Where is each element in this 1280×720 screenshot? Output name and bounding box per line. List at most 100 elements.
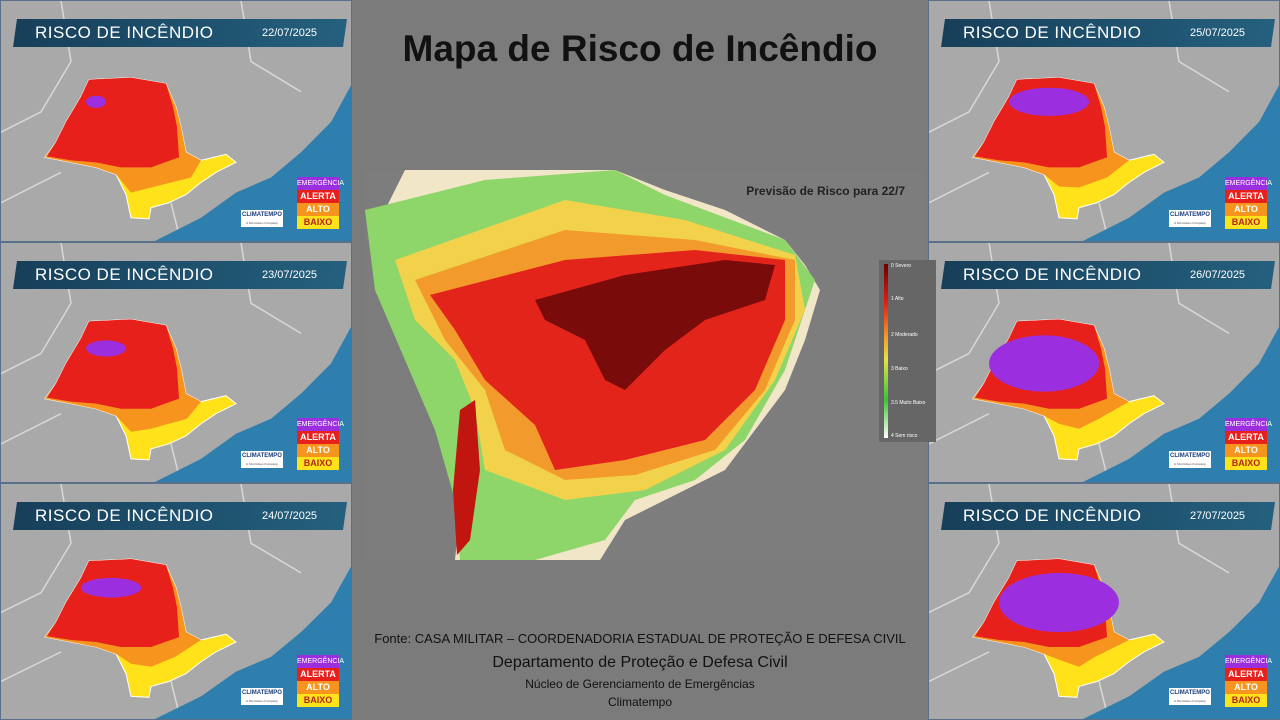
legend-baixo: BAIXO	[297, 694, 339, 707]
state-emergencia	[999, 572, 1119, 633]
risk-scale-bar	[884, 264, 888, 438]
panel-title: RISCO DE INCÊNDIO	[963, 23, 1142, 42]
scale-label: 3 Baixo	[891, 366, 908, 372]
department-text: Departamento de Proteção e Defesa Civil	[492, 654, 788, 671]
legend-alerta: ALERTA	[1225, 190, 1267, 203]
panel-title: RISCO DE INCÊNDIO	[35, 506, 214, 525]
risk-legend: EMERGÊNCIA ALERTA ALTO BAIXO	[297, 655, 344, 707]
panel-title-banner: RISCO DE INCÊNDIO 23/07/2025	[13, 261, 347, 289]
nucleo-text: Núcleo de Gerenciamento de Emergências	[525, 677, 755, 691]
state-emergencia	[86, 95, 106, 108]
andes-red-strip	[453, 400, 480, 555]
legend-alerta: ALERTA	[1225, 431, 1267, 444]
risk-scale-legend: 0 Severo 1 Alto 2 Moderado 3 Baixo 3.5 M…	[879, 260, 936, 442]
legend-alto: ALTO	[1225, 203, 1267, 216]
sao-paulo-map	[929, 484, 1279, 719]
risk-legend: EMERGÊNCIA ALERTA ALTO BAIXO	[1225, 177, 1272, 229]
panel-date: 25/07/2025	[1189, 27, 1245, 39]
legend-baixo: BAIXO	[1225, 457, 1267, 470]
fire-risk-panel-4: RISCO DE INCÊNDIO 25/07/2025 CLIMATEMPO A…	[928, 0, 1280, 242]
climatempo-text: Climatempo	[607, 695, 673, 709]
sao-paulo-map	[929, 1, 1279, 241]
panel-title-banner: RISCO DE INCÊNDIO 27/07/2025	[941, 502, 1275, 530]
scale-label: 2 Moderado	[891, 332, 918, 338]
severe-zone	[535, 260, 775, 390]
south-america-map-graphic	[365, 170, 820, 560]
legend-emergencia: EMERGÊNCIA	[297, 655, 344, 668]
logo-subtext: A StormGeo Company	[1174, 221, 1206, 225]
legend-emergencia: EMERGÊNCIA	[1225, 418, 1272, 431]
forecast-label: Previsão de Risco para 22/7	[746, 184, 905, 198]
risk-legend: EMERGÊNCIA ALERTA ALTO BAIXO	[1225, 655, 1272, 707]
panel-title-banner: RISCO DE INCÊNDIO 22/07/2025	[13, 19, 347, 47]
right-column: RISCO DE INCÊNDIO 25/07/2025 CLIMATEMPO A…	[928, 0, 1280, 720]
risk-legend: EMERGÊNCIA ALERTA ALTO BAIXO	[1225, 418, 1272, 470]
state-emergencia	[1009, 87, 1089, 116]
state-alerta	[47, 319, 179, 409]
scale-label: 4 Sem risco	[891, 433, 918, 439]
risk-legend: EMERGÊNCIA ALERTA ALTO BAIXO	[297, 418, 344, 470]
fire-risk-panel-1: RISCO DE INCÊNDIO 22/07/2025 CLIMATEMPO A…	[0, 0, 352, 242]
fire-risk-panel-2: RISCO DE INCÊNDIO 23/07/2025 CLIMATEMPO A…	[0, 242, 352, 483]
panel-date: 22/07/2025	[261, 27, 317, 39]
legend-alto: ALTO	[1225, 681, 1267, 694]
fire-risk-panel-5: RISCO DE INCÊNDIO 26/07/2025 CLIMATEMPO A…	[928, 242, 1280, 483]
fire-risk-panel-6: RISCO DE INCÊNDIO 27/07/2025 CLIMATEMPO A…	[928, 483, 1280, 720]
panel-title-banner: RISCO DE INCÊNDIO 25/07/2025	[941, 19, 1275, 47]
logo-subtext: A StormGeo Company	[246, 221, 278, 225]
legend-baixo: BAIXO	[1225, 216, 1267, 229]
logo-text: CLIMATEMPO	[1170, 453, 1210, 459]
panel-date: 26/07/2025	[1189, 269, 1245, 281]
climatempo-logo: CLIMATEMPO A StormGeo Company	[1169, 688, 1211, 705]
panel-date: 23/07/2025	[261, 269, 317, 281]
climatempo-logo: CLIMATEMPO A StormGeo Company	[1169, 451, 1211, 468]
legend-baixo: BAIXO	[297, 457, 339, 470]
panel-date: 24/07/2025	[261, 510, 317, 522]
legend-alto: ALTO	[1225, 444, 1267, 457]
logo-subtext: A StormGeo Company	[246, 699, 278, 703]
south-america-risk-map: Previsão de Risco para 22/7 0 Severo 1 A…	[365, 170, 936, 560]
climatempo-logo: CLIMATEMPO A StormGeo Company	[241, 688, 283, 705]
logo-text: CLIMATEMPO	[242, 212, 282, 218]
panel-title-banner: RISCO DE INCÊNDIO 26/07/2025	[941, 261, 1275, 289]
panel-title: RISCO DE INCÊNDIO	[35, 23, 214, 42]
logo-text: CLIMATEMPO	[242, 690, 282, 696]
sao-paulo-map	[1, 484, 351, 719]
legend-alerta: ALERTA	[1225, 668, 1267, 681]
state-alerta	[47, 559, 179, 647]
logo-text: CLIMATEMPO	[1170, 690, 1210, 696]
legend-alto: ALTO	[297, 203, 339, 216]
panel-title: RISCO DE INCÊNDIO	[963, 265, 1142, 284]
page-title: Mapa de Risco de Incêndio	[402, 28, 878, 69]
center-section: Mapa de Risco de Incêndio Previsão de Ri…	[352, 0, 936, 720]
legend-alerta: ALERTA	[297, 190, 339, 203]
logo-subtext: A StormGeo Company	[1174, 462, 1206, 466]
logo-subtext: A StormGeo Company	[1174, 699, 1206, 703]
legend-emergencia: EMERGÊNCIA	[1225, 177, 1272, 190]
source-text: Fonte: CASA MILITAR – COORDENADORIA ESTA…	[374, 631, 906, 646]
scale-label: 3.5 Muito Baixo	[891, 400, 926, 406]
panel-title: RISCO DE INCÊNDIO	[963, 506, 1142, 525]
climatempo-logo: CLIMATEMPO A StormGeo Company	[241, 210, 283, 227]
logo-text: CLIMATEMPO	[242, 453, 282, 459]
fire-risk-panel-3: RISCO DE INCÊNDIO 24/07/2025 CLIMATEMPO A…	[0, 483, 352, 720]
climatempo-logo: CLIMATEMPO A StormGeo Company	[241, 451, 283, 468]
legend-emergencia: EMERGÊNCIA	[297, 177, 344, 190]
state-emergencia	[86, 340, 126, 357]
risk-legend: EMERGÊNCIA ALERTA ALTO BAIXO	[297, 177, 344, 229]
left-column: RISCO DE INCÊNDIO 22/07/2025 CLIMATEMPO A…	[0, 0, 352, 720]
scale-label: 1 Alto	[891, 296, 904, 302]
legend-alerta: ALERTA	[297, 668, 339, 681]
legend-alto: ALTO	[297, 444, 339, 457]
state-emergencia	[989, 335, 1099, 392]
legend-alerta: ALERTA	[297, 431, 339, 444]
panel-title: RISCO DE INCÊNDIO	[35, 265, 214, 284]
logo-subtext: A StormGeo Company	[246, 462, 278, 466]
state-alerta	[47, 77, 179, 168]
panel-title-banner: RISCO DE INCÊNDIO 24/07/2025	[13, 502, 347, 530]
panel-date: 27/07/2025	[1189, 510, 1245, 522]
state-emergencia	[81, 577, 141, 598]
logo-text: CLIMATEMPO	[1170, 212, 1210, 218]
legend-emergencia: EMERGÊNCIA	[297, 418, 344, 431]
climatempo-logo: CLIMATEMPO A StormGeo Company	[1169, 210, 1211, 227]
